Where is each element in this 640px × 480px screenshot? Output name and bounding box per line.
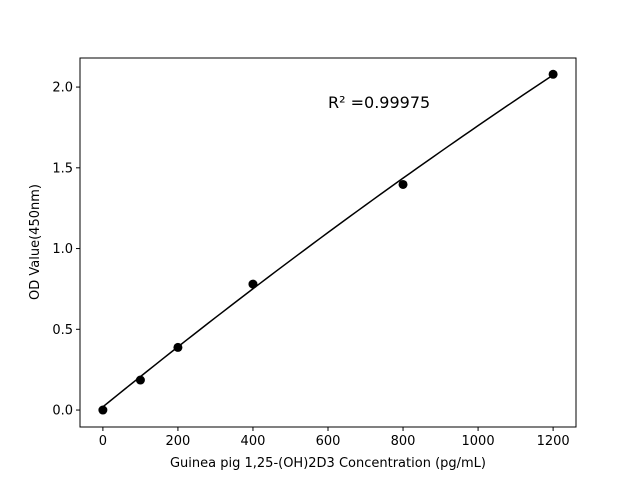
y-tick-label: 1.0 (52, 242, 73, 257)
plot-frame (79, 57, 577, 428)
x-tick-label: 600 (316, 434, 341, 449)
x-tick-label: 0 (99, 434, 107, 449)
x-axis-label: Guinea pig 1,25-(OH)2D3 Concentration (p… (170, 456, 486, 471)
x-tick-label: 200 (166, 434, 191, 449)
data-point (135, 375, 145, 385)
y-tick-label: 0.0 (52, 404, 73, 419)
fit-line (102, 74, 554, 408)
x-tick-label: 400 (241, 434, 266, 449)
y-tick-label: 1.5 (52, 161, 73, 176)
data-point (98, 405, 108, 415)
data-point (173, 342, 183, 352)
x-tick-label: 800 (391, 434, 416, 449)
x-tick-label: 1200 (537, 434, 570, 449)
y-tick-label: 0.5 (52, 323, 73, 338)
data-point (248, 279, 258, 289)
y-tick-label: 2.0 (52, 81, 73, 96)
data-point (398, 179, 408, 189)
r-squared-annotation: R² =0.99975 (328, 93, 430, 112)
data-point (548, 69, 558, 79)
y-axis-label: OD Value(450nm) (28, 184, 43, 300)
x-tick-label: 1000 (462, 434, 495, 449)
